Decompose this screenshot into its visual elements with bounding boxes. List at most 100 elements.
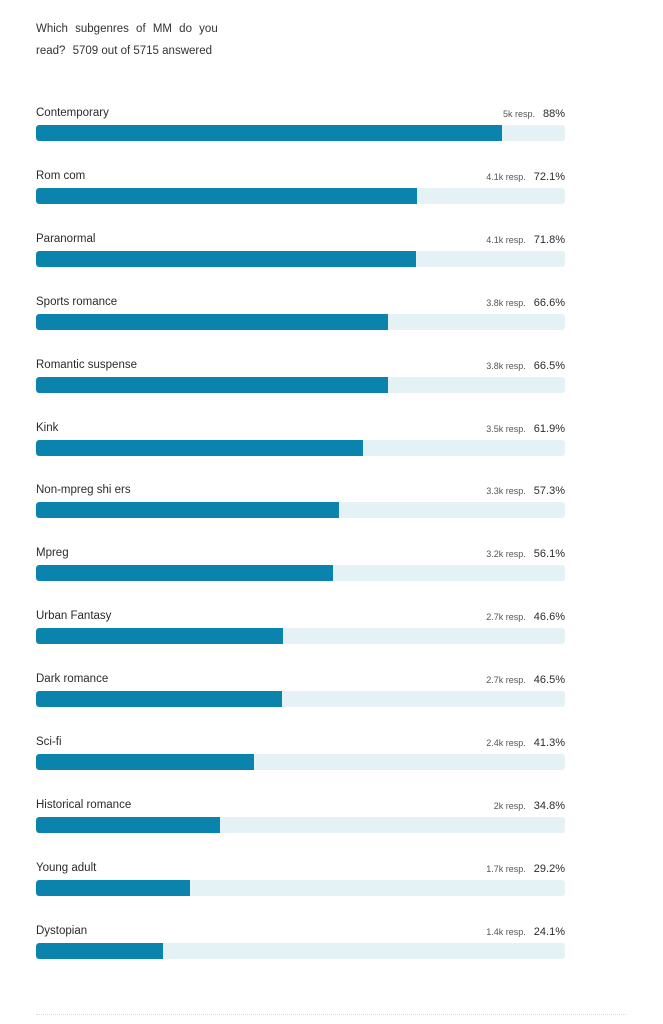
bar-row: Dystopian 1.4k resp. 24.1% (36, 924, 565, 972)
bar-track (36, 816, 565, 833)
bar-row: Mpreg 3.2k resp. 56.1% (36, 546, 565, 594)
percent-label: 72.1% (533, 170, 565, 183)
bar-row: Young adult 1.7k resp. 29.2% (36, 861, 565, 909)
response-count: 3.5k resp. (486, 423, 526, 434)
percent-label: 46.5% (533, 674, 565, 687)
percent-label: 41.3% (533, 737, 565, 749)
bar (36, 502, 340, 519)
bar-meta: 3.5k resp. 61.9% (486, 421, 565, 436)
bar-meta: 3.8k resp. 66.5% (486, 358, 565, 373)
bar (36, 628, 283, 645)
bar-row: Sports romance 3.8k resp. 66.6% (36, 295, 565, 343)
bar-label: Rom com (36, 169, 86, 182)
bar-meta: 4.1k resp. 72.1% (486, 169, 565, 184)
bar-label: Sci-fi (36, 736, 62, 748)
bar-label: Kink (36, 421, 59, 434)
bar-track (36, 250, 565, 267)
bar-label: Romantic suspense (36, 358, 137, 371)
bar-meta: 2.7k resp. 46.5% (486, 672, 565, 687)
bar-track (36, 942, 565, 959)
bar-meta: 5k resp. 88% (503, 106, 565, 121)
percent-label: 24.1% (533, 925, 565, 938)
bar-meta: 2.4k resp. 41.3% (486, 735, 565, 750)
response-count: 2.7k resp. (486, 612, 526, 623)
bar-track (36, 754, 565, 770)
bar-label: Dystopian (36, 924, 88, 937)
bar-track (36, 502, 565, 519)
response-count: 2.4k resp. (486, 738, 526, 748)
response-count: 4.1k resp. (486, 171, 526, 182)
bar-track (36, 125, 565, 141)
bar (36, 879, 191, 896)
bar-row: Kink 3.5k resp. 61.9% (36, 421, 565, 469)
bar-meta: 1.7k resp. 29.2% (486, 861, 565, 876)
bar-row: Rom com 4.1k resp. 72.1% (36, 169, 565, 217)
response-count: 5k resp. (502, 109, 535, 119)
bar (36, 187, 418, 204)
bar-row: Sci-fi 2.4k resp. 41.3% (36, 735, 565, 783)
bar-label: Non-mpreg shi ers (36, 484, 131, 497)
response-count: 1.4k resp. (486, 926, 526, 937)
bar (36, 942, 164, 959)
percent-label: 56.1% (533, 548, 565, 561)
bar-row: Historical romance 2k resp. 34.8% (36, 798, 565, 846)
bar (36, 376, 388, 393)
percent-label: 66.6% (533, 296, 565, 309)
bar-label: Dark romance (36, 673, 109, 686)
question-text: Which subgenres of MM do you read? (36, 23, 218, 57)
bar (36, 691, 282, 708)
bar-track (36, 376, 565, 393)
percent-label: 66.5% (533, 359, 565, 372)
bar (36, 565, 333, 582)
bar (36, 816, 221, 833)
bar-row: Contemporary 5k resp. 88% (36, 106, 565, 154)
bar-track (36, 187, 565, 204)
percent-label: 29.2% (533, 862, 565, 875)
bar-label: Paranormal (36, 232, 96, 245)
bar-label: Sports romance (36, 295, 118, 308)
response-count: 3.2k resp. (486, 549, 526, 560)
bar-label: Historical romance (36, 798, 132, 811)
bar-row: Romantic suspense 3.8k resp. 66.5% (36, 358, 565, 406)
bar-meta: 3.8k resp. 66.6% (486, 295, 565, 310)
percent-label: 46.6% (533, 611, 565, 624)
response-count: 3.8k resp. (486, 297, 526, 308)
bar-track (36, 439, 565, 456)
response-count: 3.3k resp. (486, 486, 526, 497)
bar-meta: 3.2k resp. 56.1% (486, 546, 565, 561)
bar-meta: 2k resp. 34.8% (494, 798, 565, 813)
bar-label: Contemporary (36, 107, 109, 119)
bar-track (36, 691, 565, 708)
percent-label: 88% (542, 108, 565, 120)
bar-row: Urban Fantasy 2.7k resp. 46.6% (36, 609, 565, 657)
percent-label: 61.9% (533, 422, 565, 435)
bar (36, 250, 416, 267)
bar (36, 125, 502, 141)
response-count: 3.8k resp. (486, 360, 526, 371)
bar-label: Urban Fantasy (36, 610, 112, 623)
response-count: 1.7k resp. (486, 863, 526, 874)
bar-row: Non-mpreg shi ers 3.3k resp. 57.3% (36, 483, 565, 531)
bar (36, 754, 255, 770)
bar-track (36, 565, 565, 582)
answered-count: 5709 out of 5715 answered (72, 45, 213, 57)
bar-label: Young adult (36, 861, 97, 874)
response-count: 4.1k resp. (486, 234, 526, 245)
bar-meta: 4.1k resp. 71.8% (486, 232, 565, 247)
bar (36, 313, 389, 330)
bar-track (36, 628, 565, 645)
bar-meta: 2.7k resp. 46.6% (486, 609, 565, 624)
bar-track (36, 879, 565, 896)
bar-meta: 3.3k resp. 57.3% (486, 483, 565, 498)
response-count: 2.7k resp. (486, 675, 526, 686)
bar-label: Mpreg (36, 547, 69, 560)
bar-row: Dark romance 2.7k resp. 46.5% (36, 672, 565, 720)
bar-row: Paranormal 4.1k resp. 71.8% (36, 232, 565, 280)
bar (36, 439, 364, 456)
response-count: 2k resp. (493, 800, 526, 811)
percent-label: 57.3% (533, 485, 565, 498)
question-title: Which subgenres of MM do you read? 5709 … (36, 18, 236, 62)
bar-track (36, 313, 565, 330)
percent-label: 34.8% (533, 799, 565, 812)
